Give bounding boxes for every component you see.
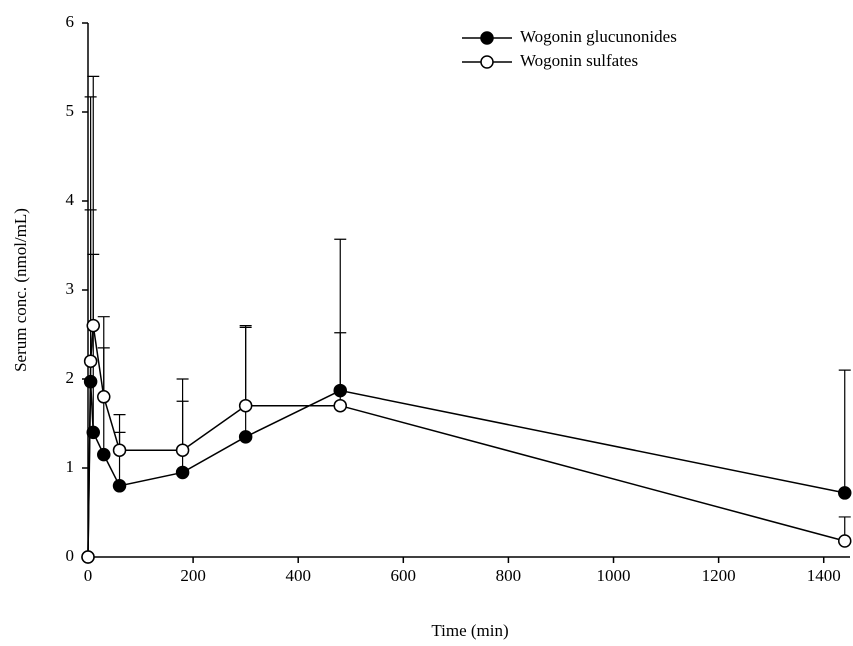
- error-bar: [97, 316, 110, 397]
- x-tick-label: 1400: [807, 566, 841, 585]
- y-tick-label: 2: [66, 368, 75, 387]
- data-point: [333, 398, 347, 413]
- legend-marker: [480, 55, 494, 69]
- y-tick-label: 1: [66, 457, 75, 476]
- x-axis-label: Time (min): [431, 621, 508, 640]
- data-point: [238, 398, 253, 413]
- data-point: [112, 479, 127, 493]
- y-tick-label: 0: [66, 546, 75, 565]
- error-bar: [334, 332, 347, 406]
- data-point: [112, 443, 127, 457]
- data-point: [83, 354, 98, 368]
- error-bar: [84, 209, 97, 362]
- y-tick-label: 4: [66, 190, 75, 209]
- data-point: [175, 465, 190, 480]
- y-tick-label: 3: [66, 279, 75, 298]
- x-tick-label: 800: [496, 566, 522, 585]
- x-tick-label: 400: [285, 566, 311, 585]
- legend-marker: [480, 31, 494, 45]
- data-point: [81, 550, 95, 564]
- x-tick-label: 600: [391, 566, 417, 585]
- x-tick-label: 1200: [702, 566, 736, 585]
- data-point: [837, 534, 852, 548]
- error-bar: [176, 378, 189, 451]
- data-point: [238, 430, 253, 444]
- error-bar: [239, 326, 252, 406]
- error-bar: [87, 75, 100, 326]
- y-tick-label: 6: [66, 12, 75, 31]
- legend-label: Wogonin sulfates: [520, 51, 638, 70]
- series-line: [87, 325, 845, 558]
- error-bar: [838, 369, 851, 493]
- data-point: [97, 447, 111, 462]
- data-point: [86, 318, 101, 333]
- x-tick-label: 0: [84, 566, 93, 585]
- y-axis-label: Serum conc. (nmol/mL): [11, 208, 30, 372]
- data-point: [837, 486, 852, 500]
- x-tick-label: 200: [180, 566, 206, 585]
- data-point: [175, 443, 190, 457]
- series-line: [87, 381, 845, 558]
- y-tick-label: 5: [66, 101, 75, 120]
- legend-label: Wogonin glucunonides: [520, 27, 677, 46]
- data-point: [97, 390, 111, 404]
- x-tick-label: 1000: [597, 566, 631, 585]
